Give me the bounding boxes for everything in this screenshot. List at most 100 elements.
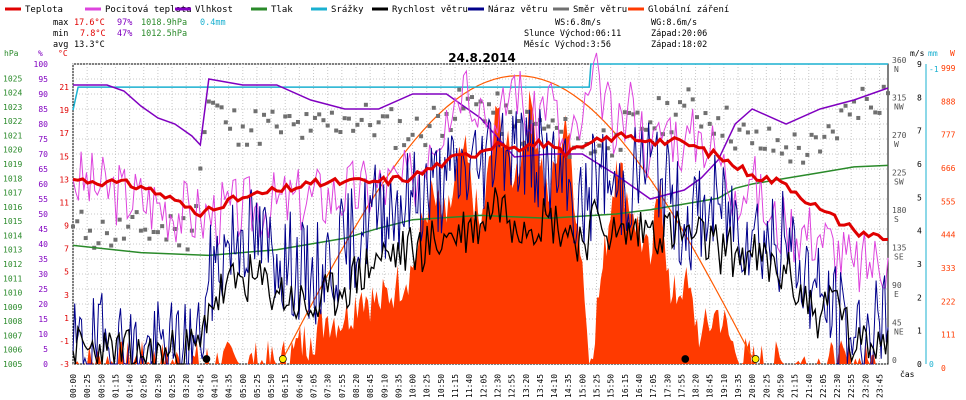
y-tick-rain: -1 — [929, 65, 939, 74]
wind-direction-point — [389, 107, 394, 112]
x-tick-label: 21:15 — [791, 374, 800, 398]
wind-direction-point — [779, 151, 784, 156]
wind-direction-point — [427, 124, 432, 129]
y-tick-direction-label: E — [894, 290, 899, 299]
wind-direction-point — [567, 154, 572, 159]
wind-direction-point — [869, 105, 874, 110]
x-tick-label: 11:40 — [465, 374, 474, 398]
wind-direction-point — [457, 87, 462, 92]
y-tick-pressure: 1005 — [3, 360, 22, 369]
moonrise-marker — [202, 355, 211, 363]
wind-direction-point — [750, 141, 755, 146]
wind-direction-point — [423, 143, 428, 148]
wind-direction-point — [673, 112, 678, 117]
axis-hpa-label: hPa — [4, 49, 19, 58]
y-tick-pressure: 1019 — [3, 160, 22, 169]
y-tick-pressure: 1016 — [3, 203, 22, 212]
wind-direction-point — [291, 122, 296, 127]
x-tick-label: 20:00 — [748, 374, 757, 398]
wind-direction-point — [113, 237, 118, 242]
wind-direction-point — [155, 230, 160, 235]
svg-text:97%: 97% — [117, 18, 132, 28]
wind-direction-point — [491, 110, 496, 115]
y-tick-radiation: 777 — [941, 131, 956, 140]
wind-direction-point — [346, 116, 351, 121]
axis-mm-label: mm — [928, 49, 938, 58]
wind-direction-point — [245, 142, 250, 147]
wind-direction-point — [610, 153, 615, 158]
legend-item: Vlhkost — [175, 5, 233, 15]
wind-direction-point — [767, 126, 772, 131]
wind-direction-point — [236, 142, 241, 147]
wind-direction-point — [359, 117, 364, 122]
legend-label: Tlak — [271, 5, 293, 15]
y-tick-humidity: 25 — [38, 285, 48, 294]
y-tick-humidity: 35 — [38, 255, 48, 264]
y-tick-temperature: 9 — [64, 222, 69, 231]
y-tick-pressure: 1009 — [3, 303, 22, 312]
y-tick-pressure: 1025 — [3, 74, 22, 83]
y-tick-humidity: 65 — [38, 165, 48, 174]
y-tick-humidity: 30 — [38, 270, 48, 279]
y-tick-humidity: 55 — [38, 195, 48, 204]
wind-direction-point — [737, 127, 742, 132]
wind-direction-point — [805, 152, 810, 157]
y-tick-pressure: 1014 — [3, 231, 22, 240]
y-tick-humidity: 45 — [38, 225, 48, 234]
wind-direction-point — [652, 126, 657, 131]
stat-max-hum: 97% — [117, 18, 132, 28]
wind-direction-point — [325, 123, 330, 128]
y-tick-temperature: 7 — [64, 245, 69, 254]
wind-direction-point — [835, 136, 840, 141]
y-tick-humidity: 95 — [38, 75, 48, 84]
x-tick-label: 15:25 — [593, 374, 602, 398]
y-tick-wind: 0 — [917, 360, 922, 369]
pressure-line — [72, 164, 889, 257]
wind-direction-point — [559, 129, 564, 134]
svg-text:avg: avg — [53, 40, 68, 50]
wind-direction-point — [461, 106, 466, 111]
y-tick-direction: 0 — [892, 356, 897, 365]
wind-direction-point — [266, 118, 271, 123]
y-tick-radiation: 666 — [941, 164, 956, 173]
temperature-line — [72, 130, 889, 242]
y-tick-radiation: 888 — [941, 97, 956, 106]
wind-direction-point — [741, 122, 746, 127]
y-tick-humidity: 80 — [38, 120, 48, 129]
wind-direction-point — [554, 125, 559, 130]
wind-direction-point — [334, 128, 339, 133]
wind-direction-point — [576, 136, 581, 141]
stat-max-rain: 0.4mm — [200, 18, 226, 28]
wind-direction-point — [711, 131, 716, 136]
y-tick-direction-label: SW — [894, 178, 904, 187]
x-tick-label: 19:10 — [720, 374, 729, 398]
wind-direction-point — [499, 131, 504, 136]
x-tick-label: 23:45 — [876, 374, 885, 398]
axis-w-label: W — [950, 49, 955, 58]
wind-direction-point — [300, 135, 305, 140]
wind-direction-point — [699, 124, 704, 129]
wind-direction-point — [860, 86, 865, 91]
y-tick-direction-label: W — [894, 140, 899, 149]
y-tick-pressure: 1022 — [3, 117, 22, 126]
wind-direction-point — [588, 151, 593, 156]
wind-direction-point — [397, 119, 402, 124]
x-tick-label: 16:15 — [621, 374, 630, 398]
stat-ws: WS:6.8m/s — [555, 18, 601, 28]
wind-direction-point — [542, 126, 547, 131]
wind-speed-line — [72, 187, 889, 365]
wind-direction-point — [185, 247, 190, 252]
stat-max-press: 1018.9hPa — [141, 18, 187, 28]
wind-direction-point — [121, 236, 126, 241]
y-tick-wind: 3 — [917, 260, 922, 269]
y-tick-direction: 90 — [892, 281, 902, 290]
x-tick-label: 08:45 — [366, 374, 375, 398]
wind-direction-point — [151, 229, 156, 234]
wind-direction-point — [716, 116, 721, 121]
sunset-marker — [751, 355, 760, 363]
wind-direction-point — [495, 91, 500, 96]
y-tick-wind: 7 — [917, 127, 922, 136]
y-tick-wind: 1 — [917, 327, 922, 336]
y-tick-temperature: 19 — [59, 106, 69, 115]
wind-direction-point — [818, 149, 823, 154]
